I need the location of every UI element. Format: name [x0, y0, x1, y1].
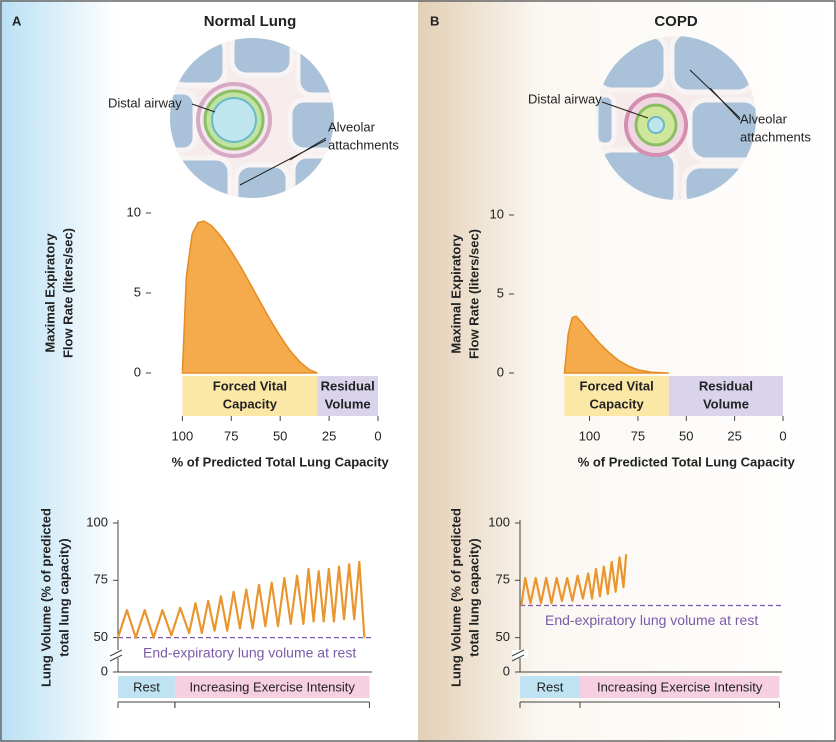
region-label: Volume: [325, 396, 371, 411]
panel-title: COPD: [654, 13, 698, 30]
phase-label: Rest: [537, 679, 564, 694]
phase-label: Rest: [133, 679, 160, 694]
illustration: [596, 36, 756, 200]
phase: [118, 676, 175, 698]
x-tick-label: 50: [679, 428, 693, 443]
illustration-label: Alveolar: [740, 111, 788, 126]
phase-label: Increasing Exercise Intensity: [597, 679, 763, 694]
illustration-label: Alveolar: [328, 119, 376, 134]
region-label: Residual: [699, 378, 753, 393]
x-tick-label: 100: [172, 428, 194, 443]
illustration-label: Distal airway: [528, 91, 602, 106]
y-tick-label: 50: [94, 629, 108, 644]
y-tick-label: 0: [503, 663, 510, 678]
y-axis-label: Flow Rate (liters/sec): [466, 229, 481, 359]
region-label: Volume: [703, 396, 749, 411]
leader-lines: [191, 69, 741, 186]
y-axis-label: total lung capacity): [56, 538, 71, 656]
x-axis-label: % of Predicted Total Lung Capacity: [172, 454, 390, 469]
panel-title: Normal Lung: [204, 13, 297, 30]
panel-letter: B: [430, 13, 439, 28]
phase-label: Increasing Exercise Intensity: [189, 679, 355, 694]
x-axis-label: % of Predicted Total Lung Capacity: [578, 454, 796, 469]
y-tick-label: 75: [496, 572, 510, 587]
x-tick-label: 50: [273, 428, 287, 443]
panel-letter: A: [12, 13, 22, 28]
y-axis-label: Maximal Expiratory: [448, 234, 463, 354]
illustration-label: attachments: [328, 137, 399, 152]
axis-break: [511, 649, 525, 662]
reference-label: End-expiratory lung volume at rest: [143, 644, 356, 660]
region: [182, 376, 318, 416]
phase: [520, 676, 580, 698]
lung-volume-line: [116, 560, 366, 639]
y-tick-label: 100: [488, 514, 510, 529]
flow-area: [563, 315, 669, 374]
axis-break: [109, 649, 123, 662]
region-label: Capacity: [223, 396, 278, 411]
y-axis-label: Lung Volume (% of predicted: [448, 508, 463, 687]
reference-label: End-expiratory lung volume at rest: [545, 612, 758, 628]
y-tick-label: 0: [497, 364, 504, 379]
region-label: Forced Vital: [580, 378, 654, 393]
y-tick-label: 5: [497, 285, 504, 300]
phase: [579, 676, 780, 698]
y-tick-label: 0: [101, 663, 108, 678]
region-label: Forced Vital: [213, 378, 287, 393]
region-label: Residual: [321, 378, 375, 393]
axis-break: [512, 650, 528, 658]
region: [317, 376, 378, 416]
y-tick-label: 5: [134, 284, 141, 299]
x-tick-label: 25: [727, 428, 741, 443]
axis-break: [110, 650, 126, 658]
x-tick-label: 100: [579, 428, 601, 443]
phase: [174, 676, 370, 698]
region-label: Capacity: [590, 396, 645, 411]
lung-volume-line: [520, 553, 628, 606]
y-tick-label: 10: [490, 206, 504, 221]
y-tick-label: 0: [134, 364, 141, 379]
y-axis-label: total lung capacity): [466, 538, 481, 656]
y-axis-label: Lung Volume (% of predicted: [38, 508, 53, 687]
region: [564, 376, 669, 416]
y-tick-label: 10: [127, 204, 141, 219]
illustration-label: Distal airway: [108, 95, 182, 110]
flow-area: [181, 220, 318, 374]
region: [668, 376, 783, 416]
y-tick-label: 50: [496, 629, 510, 644]
illustration-label: attachments: [740, 129, 811, 144]
y-tick-label: 100: [86, 514, 108, 529]
y-tick-label: 75: [94, 572, 108, 587]
x-tick-label: 75: [224, 428, 238, 443]
x-tick-label: 0: [374, 428, 381, 443]
y-axis-label: Maximal Expiratory: [42, 233, 57, 353]
y-axis-label: Flow Rate (liters/sec): [60, 228, 75, 358]
x-tick-label: 0: [779, 428, 786, 443]
x-tick-label: 75: [631, 428, 645, 443]
x-tick-label: 25: [322, 428, 336, 443]
